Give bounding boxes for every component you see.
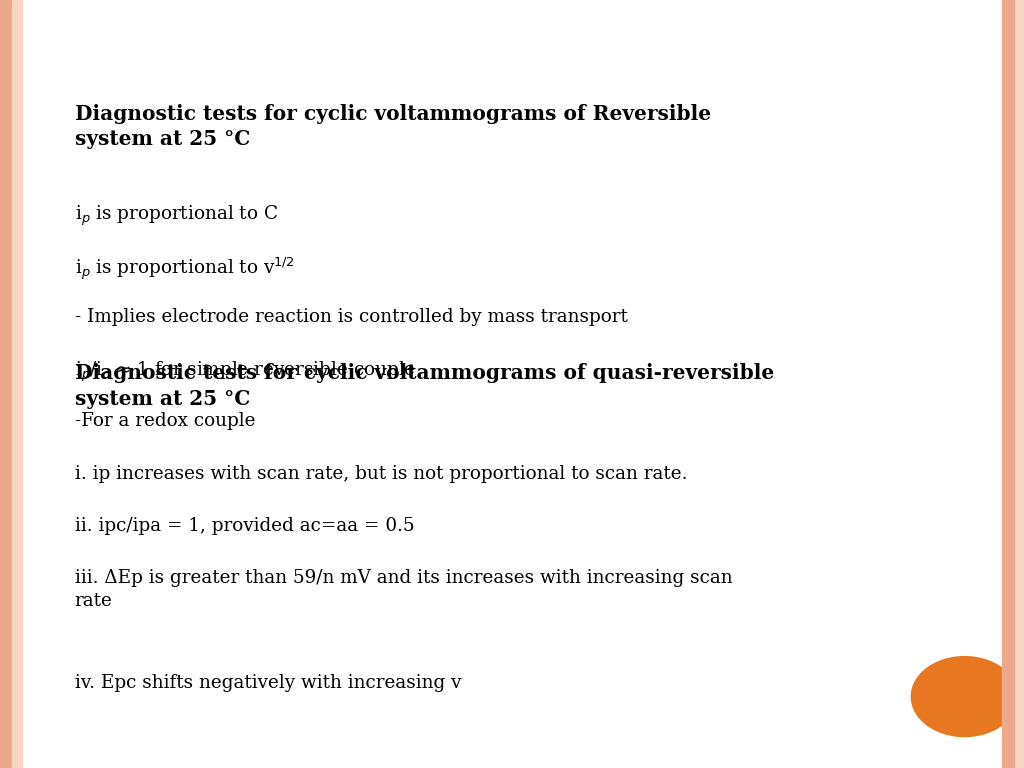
Text: -For a redox couple: -For a redox couple <box>75 412 255 430</box>
Text: i$_p$ is proportional to C: i$_p$ is proportional to C <box>75 204 278 228</box>
Text: iv. Epc shifts negatively with increasing v: iv. Epc shifts negatively with increasin… <box>75 674 461 691</box>
Text: i$_p$ is proportional to v$^{1/2}$: i$_p$ is proportional to v$^{1/2}$ <box>75 256 295 282</box>
Text: i$_p$/i$_c$ ≈ 1 for simple reversible couple: i$_p$/i$_c$ ≈ 1 for simple reversible co… <box>75 360 416 385</box>
Text: i. ip increases with scan rate, but is not proportional to scan rate.: i. ip increases with scan rate, but is n… <box>75 465 687 482</box>
Text: - Implies electrode reaction is controlled by mass transport: - Implies electrode reaction is controll… <box>75 308 628 326</box>
Text: iii. ΔEp is greater than 59/n mV and its increases with increasing scan
rate: iii. ΔEp is greater than 59/n mV and its… <box>75 569 732 610</box>
Text: ii. ipc/ipa = 1, provided ac=aa = 0.5: ii. ipc/ipa = 1, provided ac=aa = 0.5 <box>75 517 415 535</box>
Text: Diagnostic tests for cyclic voltammograms of quasi-reversible
system at 25 °C: Diagnostic tests for cyclic voltammogram… <box>75 363 774 409</box>
Bar <box>0 0 12 768</box>
Bar <box>1002 0 1014 768</box>
Bar <box>1014 0 1024 768</box>
Bar <box>12 0 22 768</box>
Circle shape <box>911 657 1018 737</box>
Text: Diagnostic tests for cyclic voltammograms of Reversible
system at 25 °C: Diagnostic tests for cyclic voltammogram… <box>75 104 711 149</box>
